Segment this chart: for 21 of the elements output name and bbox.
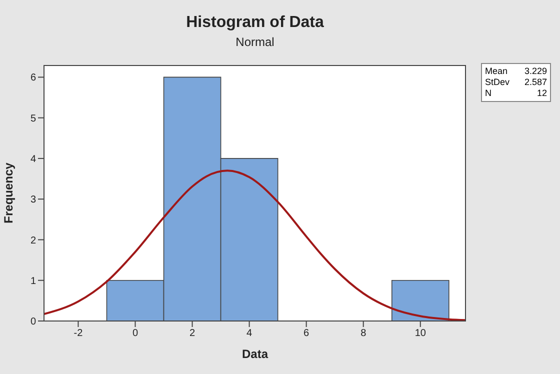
text: Mean 3.229 bbox=[485, 66, 547, 76]
x-tick-label: -2 bbox=[74, 328, 84, 340]
x-tick-label: 6 bbox=[304, 328, 310, 340]
y-tick-label: 2 bbox=[30, 235, 36, 246]
x-tick-label: 0 bbox=[132, 328, 138, 340]
chart-subtitle: Normal bbox=[234, 35, 276, 49]
x-axis-title: Data bbox=[242, 347, 268, 361]
chart-title: Histogram of Data bbox=[185, 14, 325, 32]
text: StDev 2.587 bbox=[485, 77, 547, 87]
y-tick-label: 3 bbox=[30, 194, 36, 206]
x-tick-label: 2 bbox=[189, 328, 196, 340]
x-tick-label: 10 bbox=[414, 328, 426, 340]
y-tick-label: 6 bbox=[30, 72, 36, 84]
x-tick-label: 4 bbox=[246, 328, 253, 340]
text: N 12 bbox=[485, 88, 547, 98]
x-tick-label: 8 bbox=[360, 328, 367, 340]
y-tick-label: 0 bbox=[30, 316, 36, 328]
y-tick-label: 5 bbox=[30, 113, 36, 124]
y-tick-label: 4 bbox=[30, 154, 36, 166]
y-tick-label: 1 bbox=[30, 276, 36, 287]
y-axis-title: Frequency bbox=[1, 162, 16, 224]
